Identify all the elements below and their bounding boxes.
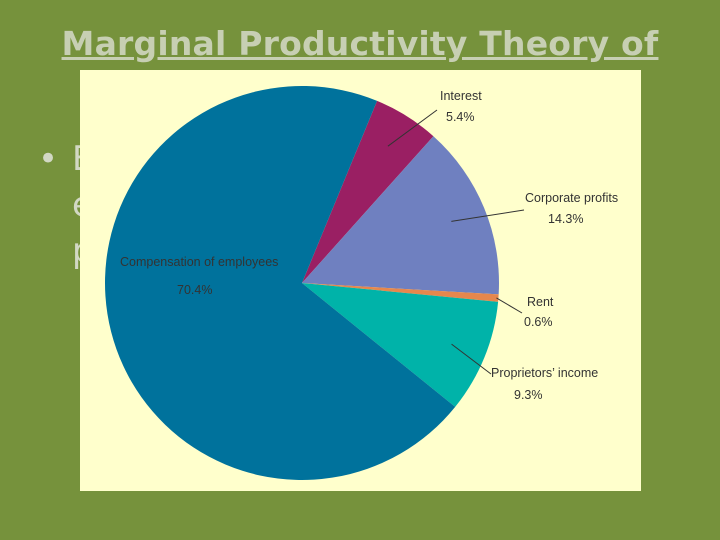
value-compensation-of-employees: 70.4% <box>177 283 212 297</box>
pie-slice-proprietors-income <box>302 283 499 407</box>
pie-chart: Interest 5.4% Corporate profits 14.3% Re… <box>104 85 618 480</box>
leader-line-interest <box>387 109 438 147</box>
value-corporate-profits: 14.3% <box>548 212 583 226</box>
slide-title: Marginal Productivity Theory of <box>61 24 659 63</box>
value-interest: 5.4% <box>446 110 475 124</box>
bullet-dot: • <box>38 139 59 179</box>
pie-slice-interest <box>302 100 434 283</box>
leader-line-rent <box>496 297 523 314</box>
label-corporate-profits: Corporate profits <box>525 191 618 205</box>
label-compensation-of-employees: Compensation of employees <box>120 255 278 269</box>
label-proprietors-income: Proprietors’ income <box>491 366 598 380</box>
label-rent: Rent <box>527 295 554 309</box>
leader-line-proprietors-income <box>451 343 492 375</box>
pie-slice-rent <box>302 283 499 302</box>
chart-panel: Interest 5.4% Corporate profits 14.3% Re… <box>80 70 641 491</box>
value-proprietors-income: 9.3% <box>514 388 543 402</box>
value-rent: 0.6% <box>524 315 553 329</box>
pie-slice-compensation-of-employees <box>104 85 456 480</box>
pie-slice-corporate-profits <box>302 136 500 295</box>
leader-line-corporate-profits <box>451 209 525 222</box>
label-interest: Interest <box>440 89 482 103</box>
